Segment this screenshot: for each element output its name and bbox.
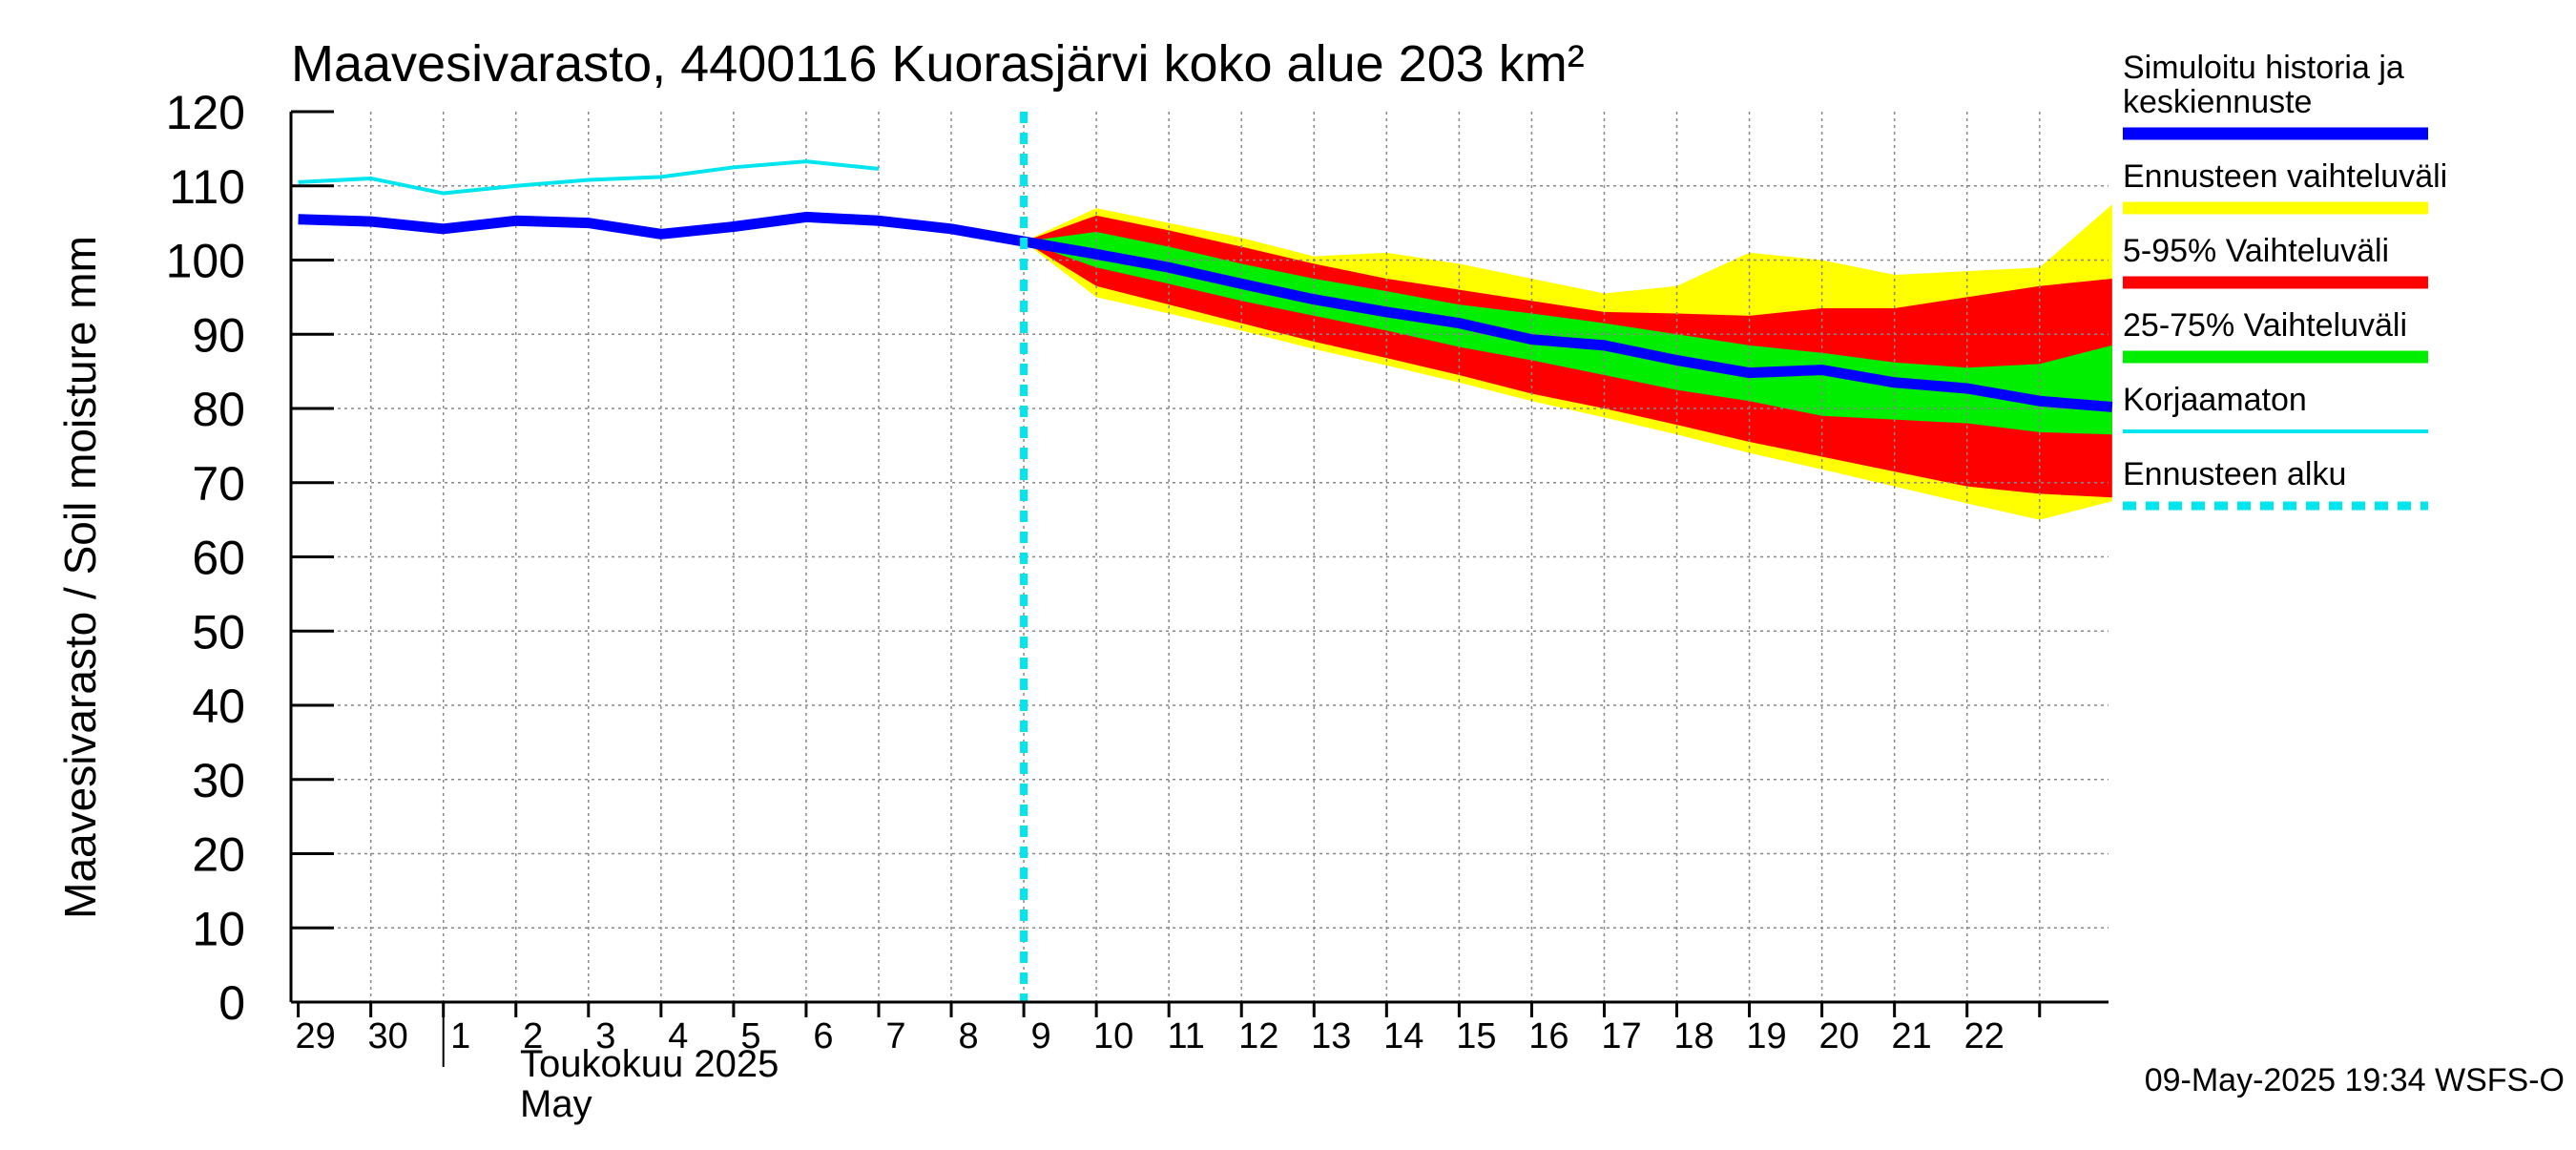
legend-label: Simuloitu historia ja [2123,50,2404,86]
x-tick-label: 16 [1528,1016,1568,1056]
chart-title: Maavesivarasto, 4400116 Kuorasjärvi koko… [291,35,1585,93]
x-tick-label: 15 [1456,1016,1496,1056]
y-tick-label: 120 [166,86,245,139]
x-tick-label: 5 [740,1016,760,1056]
x-tick-label: 12 [1238,1016,1278,1056]
uncorrected-line [298,159,880,196]
x-tick-label: 8 [958,1016,978,1056]
footer-timestamp: 09-May-2025 19:34 WSFS-O [2145,1062,2565,1098]
month-label-fi: Toukokuu 2025 [520,1043,779,1085]
y-tick-label: 70 [192,457,245,511]
y-tick-label: 60 [192,532,245,585]
x-tick-label: 10 [1093,1016,1133,1056]
legend-label: 5-95% Vaihteluväli [2123,233,2389,269]
y-tick-label: 50 [192,605,245,659]
y-tick-label: 20 [192,828,245,882]
legend-label: Ennusteen alku [2123,456,2346,492]
x-tick-label: 13 [1311,1016,1351,1056]
month-label-en: May [520,1083,592,1125]
y-tick-label: 100 [166,235,245,288]
y-tick-label: 40 [192,680,245,733]
y-tick-label: 10 [192,902,245,955]
x-tick-label: 2 [523,1016,543,1056]
x-tick-label: 3 [595,1016,615,1056]
x-tick-label: 4 [668,1016,688,1056]
x-tick-label: 29 [295,1016,335,1056]
legend-label: Korjaamaton [2123,382,2307,418]
x-tick-label: 11 [1167,1016,1204,1056]
x-tick-label: 14 [1383,1016,1423,1056]
x-tick-label: 1 [450,1016,470,1056]
simulated-line [298,211,2113,412]
x-tick-label: 21 [1892,1016,1932,1056]
x-tick-label: 20 [1818,1016,1859,1056]
x-tick-label: 18 [1673,1016,1714,1056]
legend-label: keskiennuste [2123,84,2312,120]
y-tick-label: 30 [192,754,245,807]
y-tick-label: 90 [192,308,245,362]
x-tick-label: 17 [1601,1016,1641,1056]
x-tick-label: 6 [813,1016,833,1056]
x-tick-label: 22 [1964,1016,2005,1056]
y-tick-label: 110 [169,160,245,214]
x-tick-label: 7 [885,1016,905,1056]
p25-75-band [1024,231,2112,435]
x-tick-label: 9 [1031,1016,1051,1056]
x-tick-label: 30 [368,1016,408,1056]
plot-area [291,112,2113,1002]
x-tick-label: 19 [1746,1016,1786,1056]
legend-label: 25-75% Vaihteluväli [2123,307,2407,344]
y-tick-label: 0 [218,976,245,1030]
y-tick-label: 80 [192,383,245,436]
legend-label: Ennusteen vaihteluväli [2123,158,2447,195]
y-axis-label: Maavesivarasto / Soil moisture mm [55,236,105,919]
